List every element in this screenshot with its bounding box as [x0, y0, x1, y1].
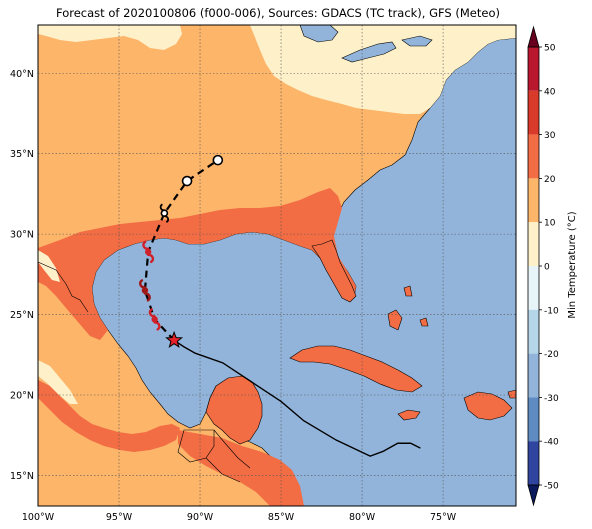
lon-label-3: 85°W — [268, 512, 295, 523]
lake-huron — [299, 25, 339, 43]
warm-band-yucatan — [205, 375, 263, 445]
lon-label-0: 100°W — [22, 512, 55, 523]
latitude-labels: 15°N 20°N 25°N 30°N 35°N 40°N — [10, 69, 34, 482]
land-hispaniola — [463, 391, 513, 421]
colorbar-band-1 — [528, 90, 539, 135]
land-cuba — [289, 345, 423, 393]
storm-track — [139, 154, 421, 457]
colorbar-tick-label-7: -20 — [544, 350, 559, 360]
colorbar-tick-label-2: 30 — [544, 131, 556, 141]
colorbar-band-5 — [528, 266, 539, 310]
lake-ontario — [401, 35, 433, 47]
cool-band-mexico — [38, 360, 78, 404]
warm-band-us-south — [38, 188, 356, 340]
warm-band-central-america — [178, 430, 304, 506]
lat-label-0: 15°N — [10, 471, 34, 482]
current-position-star-icon — [165, 330, 184, 348]
cool-band-north — [38, 25, 182, 50]
colorbar-tick-label-8: -30 — [544, 394, 559, 404]
colorbar-label: Min Temperature (°C) — [567, 211, 578, 318]
colorbar-tick-label-9: -40 — [544, 438, 559, 448]
cool-band-northeast — [250, 25, 516, 114]
colorbar-tick-label-1: 40 — [544, 87, 556, 97]
lat-label-5: 40°N — [10, 69, 34, 80]
land-jamaica — [397, 409, 421, 421]
lon-label-5: 75°W — [430, 512, 457, 523]
land-layer — [38, 25, 516, 506]
warm-band-mexico — [38, 380, 180, 452]
land-bahamas — [387, 285, 429, 331]
colorbar-band-8 — [528, 397, 539, 442]
lat-label-2: 25°N — [10, 310, 34, 321]
colorbar-tick-label-5: 0 — [544, 263, 550, 273]
colorbar-band-2 — [528, 134, 539, 179]
lon-label-4: 80°W — [349, 512, 376, 523]
colorbar-tick-label-6: -10 — [544, 306, 559, 316]
map-frame — [37, 24, 517, 507]
colorbar-tick-label-10: -50 — [544, 482, 559, 492]
colorbar-band-3 — [528, 178, 539, 223]
past-track-line — [173, 339, 421, 457]
cool-band-mexico-north — [38, 250, 60, 282]
colorbar-extend-min — [527, 484, 540, 507]
lon-label-1: 95°W — [106, 512, 133, 523]
lat-label-1: 20°N — [10, 391, 34, 402]
colorbar-band-6 — [528, 309, 539, 354]
forecast-point-3 — [159, 203, 170, 223]
colorbar-extend-max — [527, 25, 540, 48]
gridlines — [38, 25, 516, 506]
lat-label-3: 30°N — [10, 230, 34, 241]
forecast-point-4 — [181, 175, 193, 187]
lake-erie — [341, 41, 397, 63]
colorbar-band-9 — [528, 441, 539, 485]
map-title: Forecast of 2020100806 (f000-006), Sourc… — [56, 6, 500, 20]
forecast-point-5 — [212, 154, 224, 166]
colorbar-tick-label-0: 50 — [544, 44, 556, 54]
colorbar: 50 40 30 20 10 0 -10 -20 -30 -40 -50 — [527, 25, 559, 507]
storm-symbol-arms — [159, 203, 170, 223]
border-mexico-us — [38, 261, 89, 313]
lon-label-2: 90°W — [187, 512, 214, 523]
colorbar-band-0 — [528, 47, 539, 91]
colorbar-tick-label-4: 10 — [544, 219, 556, 229]
land-puerto-rico — [507, 389, 516, 399]
lat-label-4: 35°N — [10, 149, 34, 160]
border-guatemala — [177, 429, 251, 483]
colorbar-band-4 — [528, 222, 539, 266]
colorbar-tick-label-3: 20 — [544, 175, 556, 185]
land-florida — [311, 239, 357, 303]
longitude-labels: 100°W 95°W 90°W 85°W 80°W 75°W — [22, 512, 457, 523]
colorbar-band-7 — [528, 353, 539, 398]
